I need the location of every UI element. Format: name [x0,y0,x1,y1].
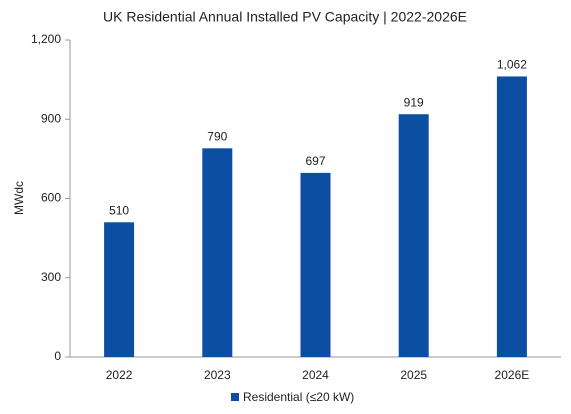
data-label: 919 [404,95,424,109]
data-label: 510 [109,203,129,217]
bar [496,76,527,357]
y-tick-label: 600 [41,191,61,205]
bar [300,172,331,357]
chart-title: UK Residential Annual Installed PV Capac… [103,9,467,25]
x-tick-label: 2026E [495,368,530,382]
y-tick-label: 300 [41,270,61,284]
x-tick-label: 2024 [302,368,329,382]
data-label: 697 [305,154,325,168]
y-tick-label: 1,200 [31,32,61,46]
legend-label: Residential (≤20 kW) [243,390,354,404]
legend-swatch [231,393,239,401]
bar [202,148,233,357]
x-tick-label: 2022 [106,368,133,382]
x-tick-label: 2023 [204,368,231,382]
x-tick-label: 2025 [400,368,427,382]
bar [104,222,135,357]
data-label: 1,062 [497,58,527,72]
y-axis-label: MWdc [12,181,26,215]
y-tick-label: 0 [54,349,61,363]
bar [398,114,429,357]
y-tick-label: 900 [41,111,61,125]
data-label: 790 [207,129,227,143]
